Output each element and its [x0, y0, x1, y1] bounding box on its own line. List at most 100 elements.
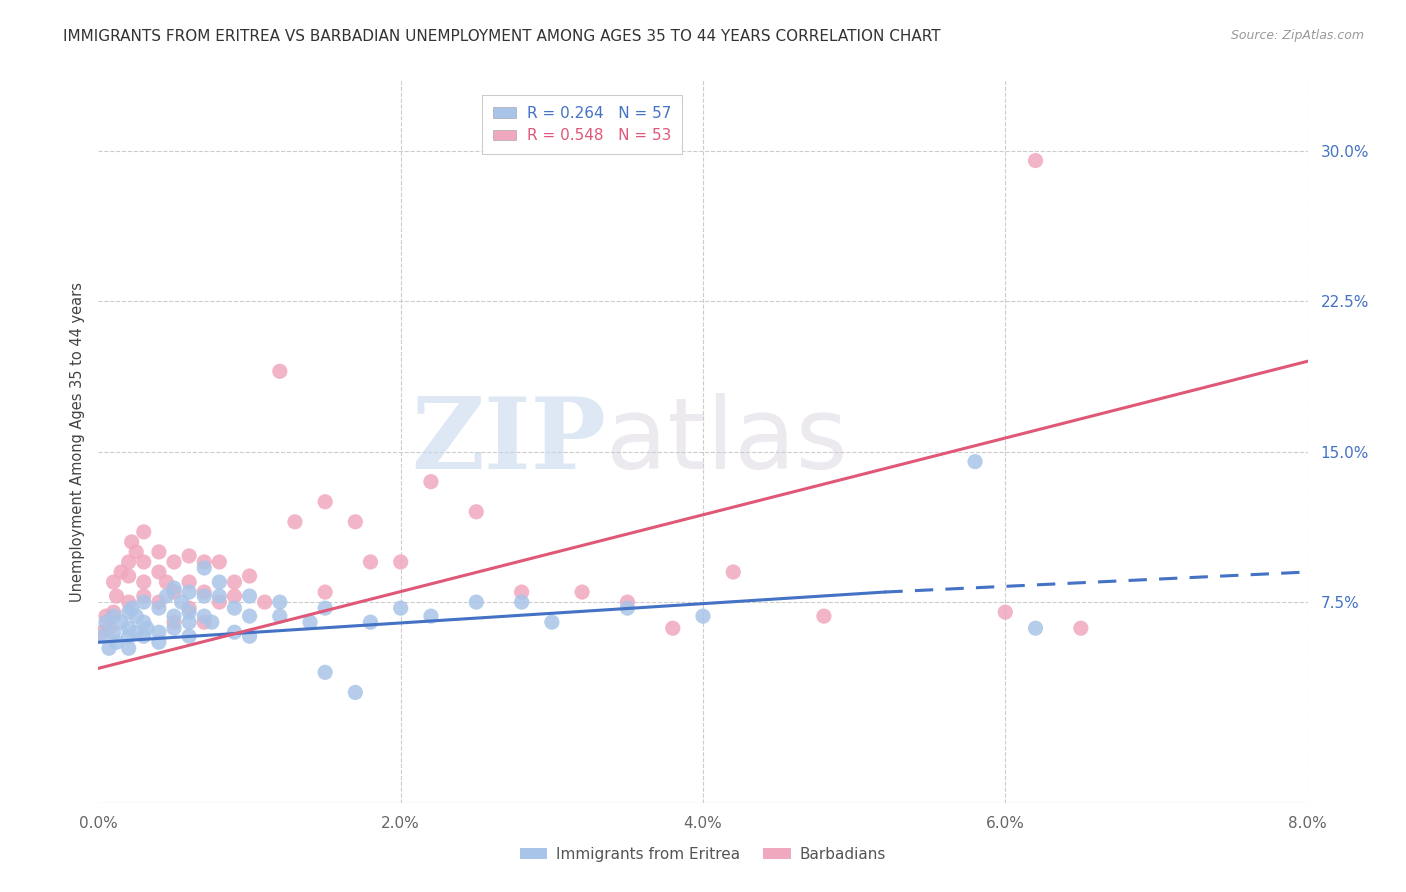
Legend: Immigrants from Eritrea, Barbadians: Immigrants from Eritrea, Barbadians	[513, 841, 893, 868]
Point	[994, 605, 1017, 619]
Point	[170, 595, 193, 609]
Point	[314, 665, 336, 680]
Point	[132, 595, 155, 609]
Point	[179, 601, 201, 615]
Point	[132, 615, 155, 630]
Point	[208, 575, 231, 590]
Point	[389, 555, 412, 569]
Point	[661, 621, 683, 635]
Point	[125, 609, 148, 624]
Point	[148, 545, 170, 559]
Point	[193, 555, 215, 569]
Point	[132, 629, 155, 643]
Point	[314, 585, 336, 599]
Point	[239, 629, 262, 643]
Point	[239, 609, 262, 624]
Point	[208, 595, 231, 609]
Point	[239, 569, 262, 583]
Text: atlas: atlas	[606, 393, 848, 490]
Point	[110, 615, 132, 630]
Point	[465, 595, 488, 609]
Point	[224, 601, 246, 615]
Point	[105, 635, 128, 649]
Point	[132, 555, 155, 569]
Point	[193, 561, 215, 575]
Point	[163, 609, 186, 624]
Point	[193, 609, 215, 624]
Point	[148, 601, 170, 615]
Point	[121, 601, 143, 615]
Point	[118, 629, 141, 643]
Point	[269, 609, 291, 624]
Point	[179, 575, 201, 590]
Point	[103, 625, 125, 640]
Point	[105, 589, 128, 603]
Point	[299, 615, 322, 630]
Text: Source: ZipAtlas.com: Source: ZipAtlas.com	[1230, 29, 1364, 42]
Point	[110, 565, 132, 579]
Point	[94, 609, 117, 624]
Point	[389, 601, 412, 615]
Point	[98, 621, 121, 635]
Point	[344, 685, 367, 699]
Point	[224, 575, 246, 590]
Point	[965, 455, 987, 469]
Point	[148, 635, 170, 649]
Point	[193, 585, 215, 599]
Point	[179, 585, 201, 599]
Point	[103, 605, 125, 619]
Point	[148, 565, 170, 579]
Point	[813, 609, 835, 624]
Point	[121, 535, 143, 549]
Point	[148, 625, 170, 640]
Point	[103, 609, 125, 624]
Point	[125, 545, 148, 559]
Point	[132, 589, 155, 603]
Y-axis label: Unemployment Among Ages 35 to 44 years: Unemployment Among Ages 35 to 44 years	[69, 282, 84, 601]
Point	[510, 595, 533, 609]
Point	[420, 609, 443, 624]
Point	[208, 589, 231, 603]
Point	[103, 575, 125, 590]
Point	[91, 629, 114, 643]
Point	[118, 605, 141, 619]
Point	[98, 641, 121, 656]
Point	[179, 549, 201, 563]
Point	[118, 555, 141, 569]
Point	[179, 615, 201, 630]
Point	[360, 555, 382, 569]
Point	[269, 595, 291, 609]
Point	[132, 524, 155, 539]
Point	[314, 601, 336, 615]
Point	[540, 615, 562, 630]
Point	[1025, 621, 1047, 635]
Point	[201, 615, 224, 630]
Point	[723, 565, 745, 579]
Point	[208, 555, 231, 569]
Point	[239, 589, 262, 603]
Point	[163, 585, 186, 599]
Point	[465, 505, 488, 519]
Point	[269, 364, 291, 378]
Point	[118, 569, 141, 583]
Point	[193, 589, 215, 603]
Point	[118, 641, 141, 656]
Point	[163, 621, 186, 635]
Point	[571, 585, 593, 599]
Point	[420, 475, 443, 489]
Point	[692, 609, 714, 624]
Point	[510, 585, 533, 599]
Point	[94, 615, 117, 630]
Point	[132, 575, 155, 590]
Point	[284, 515, 307, 529]
Point	[360, 615, 382, 630]
Point	[135, 621, 157, 635]
Text: IMMIGRANTS FROM ERITREA VS BARBADIAN UNEMPLOYMENT AMONG AGES 35 TO 44 YEARS CORR: IMMIGRANTS FROM ERITREA VS BARBADIAN UNE…	[63, 29, 941, 44]
Point	[155, 589, 177, 603]
Point	[118, 595, 141, 609]
Legend: R = 0.264   N = 57, R = 0.548   N = 53: R = 0.264 N = 57, R = 0.548 N = 53	[482, 95, 682, 154]
Point	[314, 494, 336, 508]
Point	[90, 625, 112, 640]
Point	[118, 621, 141, 635]
Point	[616, 601, 638, 615]
